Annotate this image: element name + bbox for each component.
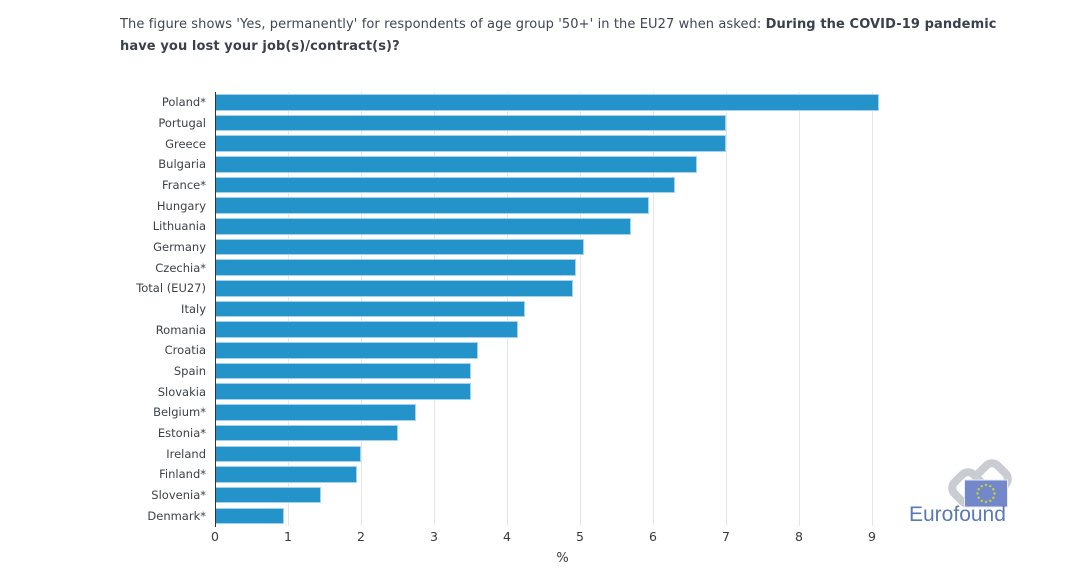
x-tick-label: 7 [722, 529, 730, 544]
grid-line [580, 92, 582, 526]
bar-row: Germany [0, 237, 910, 258]
x-tick-label: 0 [211, 529, 219, 544]
grid-line [726, 92, 728, 526]
country-label: Finland* [159, 467, 206, 482]
bar [215, 342, 478, 359]
chart-title-normal: The figure shows 'Yes, permanently' for … [120, 17, 766, 32]
bar [215, 135, 727, 152]
country-label: Lithuania [152, 219, 206, 234]
bar [215, 156, 697, 173]
bar-row: Hungary [0, 195, 910, 216]
country-label: Slovenia* [151, 488, 206, 503]
bar [215, 507, 285, 525]
eu-flag-icon [964, 479, 1008, 508]
bar-row: Spain [0, 361, 910, 382]
country-label: Croatia [164, 343, 206, 358]
eurofound-logo: Eurofound [909, 459, 1012, 526]
country-label: Germany [153, 240, 206, 255]
bar-chart: Poland* Portugal Greece Bulgaria France* Hung… [0, 92, 1066, 576]
bar-row: Czechia* [0, 257, 910, 278]
grid-line [653, 92, 655, 526]
country-label: Slovakia [157, 384, 206, 399]
x-tick-label: 9 [868, 529, 877, 544]
country-label: Hungary [156, 198, 206, 213]
x-tick-label: 6 [649, 529, 657, 544]
bar [215, 259, 577, 276]
bar-row: Estonia* [0, 423, 910, 444]
bar-row: Slovakia [0, 381, 910, 402]
bar-row: France* [0, 175, 910, 196]
country-label: Belgium* [153, 405, 206, 420]
bar-row: Greece [0, 133, 910, 154]
x-tick-label: 3 [430, 529, 438, 544]
grid-line [799, 92, 801, 526]
bar [215, 114, 727, 132]
bar [215, 218, 632, 235]
country-label: France* [162, 178, 206, 193]
bar-row: Italy [0, 299, 910, 320]
bar-row: Bulgaria [0, 154, 910, 175]
country-label: Greece [165, 136, 206, 151]
country-label: Poland* [161, 95, 206, 110]
eurofound-wordmark: Eurofound [909, 503, 1006, 526]
bar [215, 321, 518, 338]
bar [215, 300, 526, 318]
x-tick-label: 8 [795, 529, 804, 544]
country-label: Czechia* [155, 260, 206, 275]
bar-row: Lithuania [0, 216, 910, 237]
bar [215, 238, 584, 256]
country-label: Portugal [158, 116, 206, 130]
chart-title: The figure shows 'Yes, permanently' for … [120, 14, 1025, 57]
bar [215, 94, 880, 111]
x-axis-ticks: 0 1 2 3 4 5 6 7 8 9 [211, 529, 910, 547]
country-label: Romania [155, 322, 206, 337]
bar [215, 466, 358, 483]
x-axis-label: % [556, 551, 569, 566]
country-label: Spain [173, 364, 206, 379]
bar [215, 197, 650, 214]
bar [215, 445, 361, 462]
country-label: Bulgaria [158, 157, 206, 172]
bar [215, 362, 471, 380]
country-label: Estonia* [157, 426, 206, 441]
bar-row: Belgium* [0, 402, 910, 423]
y-axis-line [215, 92, 216, 527]
x-tick-label: 1 [284, 529, 292, 544]
bar [215, 176, 675, 194]
chart-title-bold: During the COVID-19 pandemic have you lo… [120, 17, 997, 54]
bar-row: Slovenia* [0, 485, 910, 506]
bar [215, 404, 416, 421]
bar-row: Denmark* [0, 505, 910, 526]
bar [215, 486, 321, 504]
country-label: Denmark* [147, 508, 206, 523]
grid-line [872, 92, 874, 526]
bar-row: Croatia [0, 340, 910, 361]
bar [215, 424, 398, 442]
bar-row: Total (EU27) [0, 278, 910, 299]
bar-row: Ireland [0, 443, 910, 464]
bar [215, 383, 471, 400]
bar [215, 280, 573, 297]
bar-rows: Poland* Portugal Greece Bulgaria France* Hung… [0, 92, 910, 526]
x-tick-label: 5 [576, 529, 584, 544]
x-tick-label: 4 [503, 529, 511, 544]
bar-row: Poland* [0, 92, 910, 113]
x-tick-label: 2 [357, 529, 365, 544]
bar-row: Portugal [0, 113, 910, 134]
country-label: Total (EU27) [136, 281, 206, 296]
country-label: Italy [181, 302, 206, 317]
bar-row: Finland* [0, 464, 910, 485]
country-label: Ireland [166, 446, 206, 461]
bar-row: Romania [0, 319, 910, 340]
